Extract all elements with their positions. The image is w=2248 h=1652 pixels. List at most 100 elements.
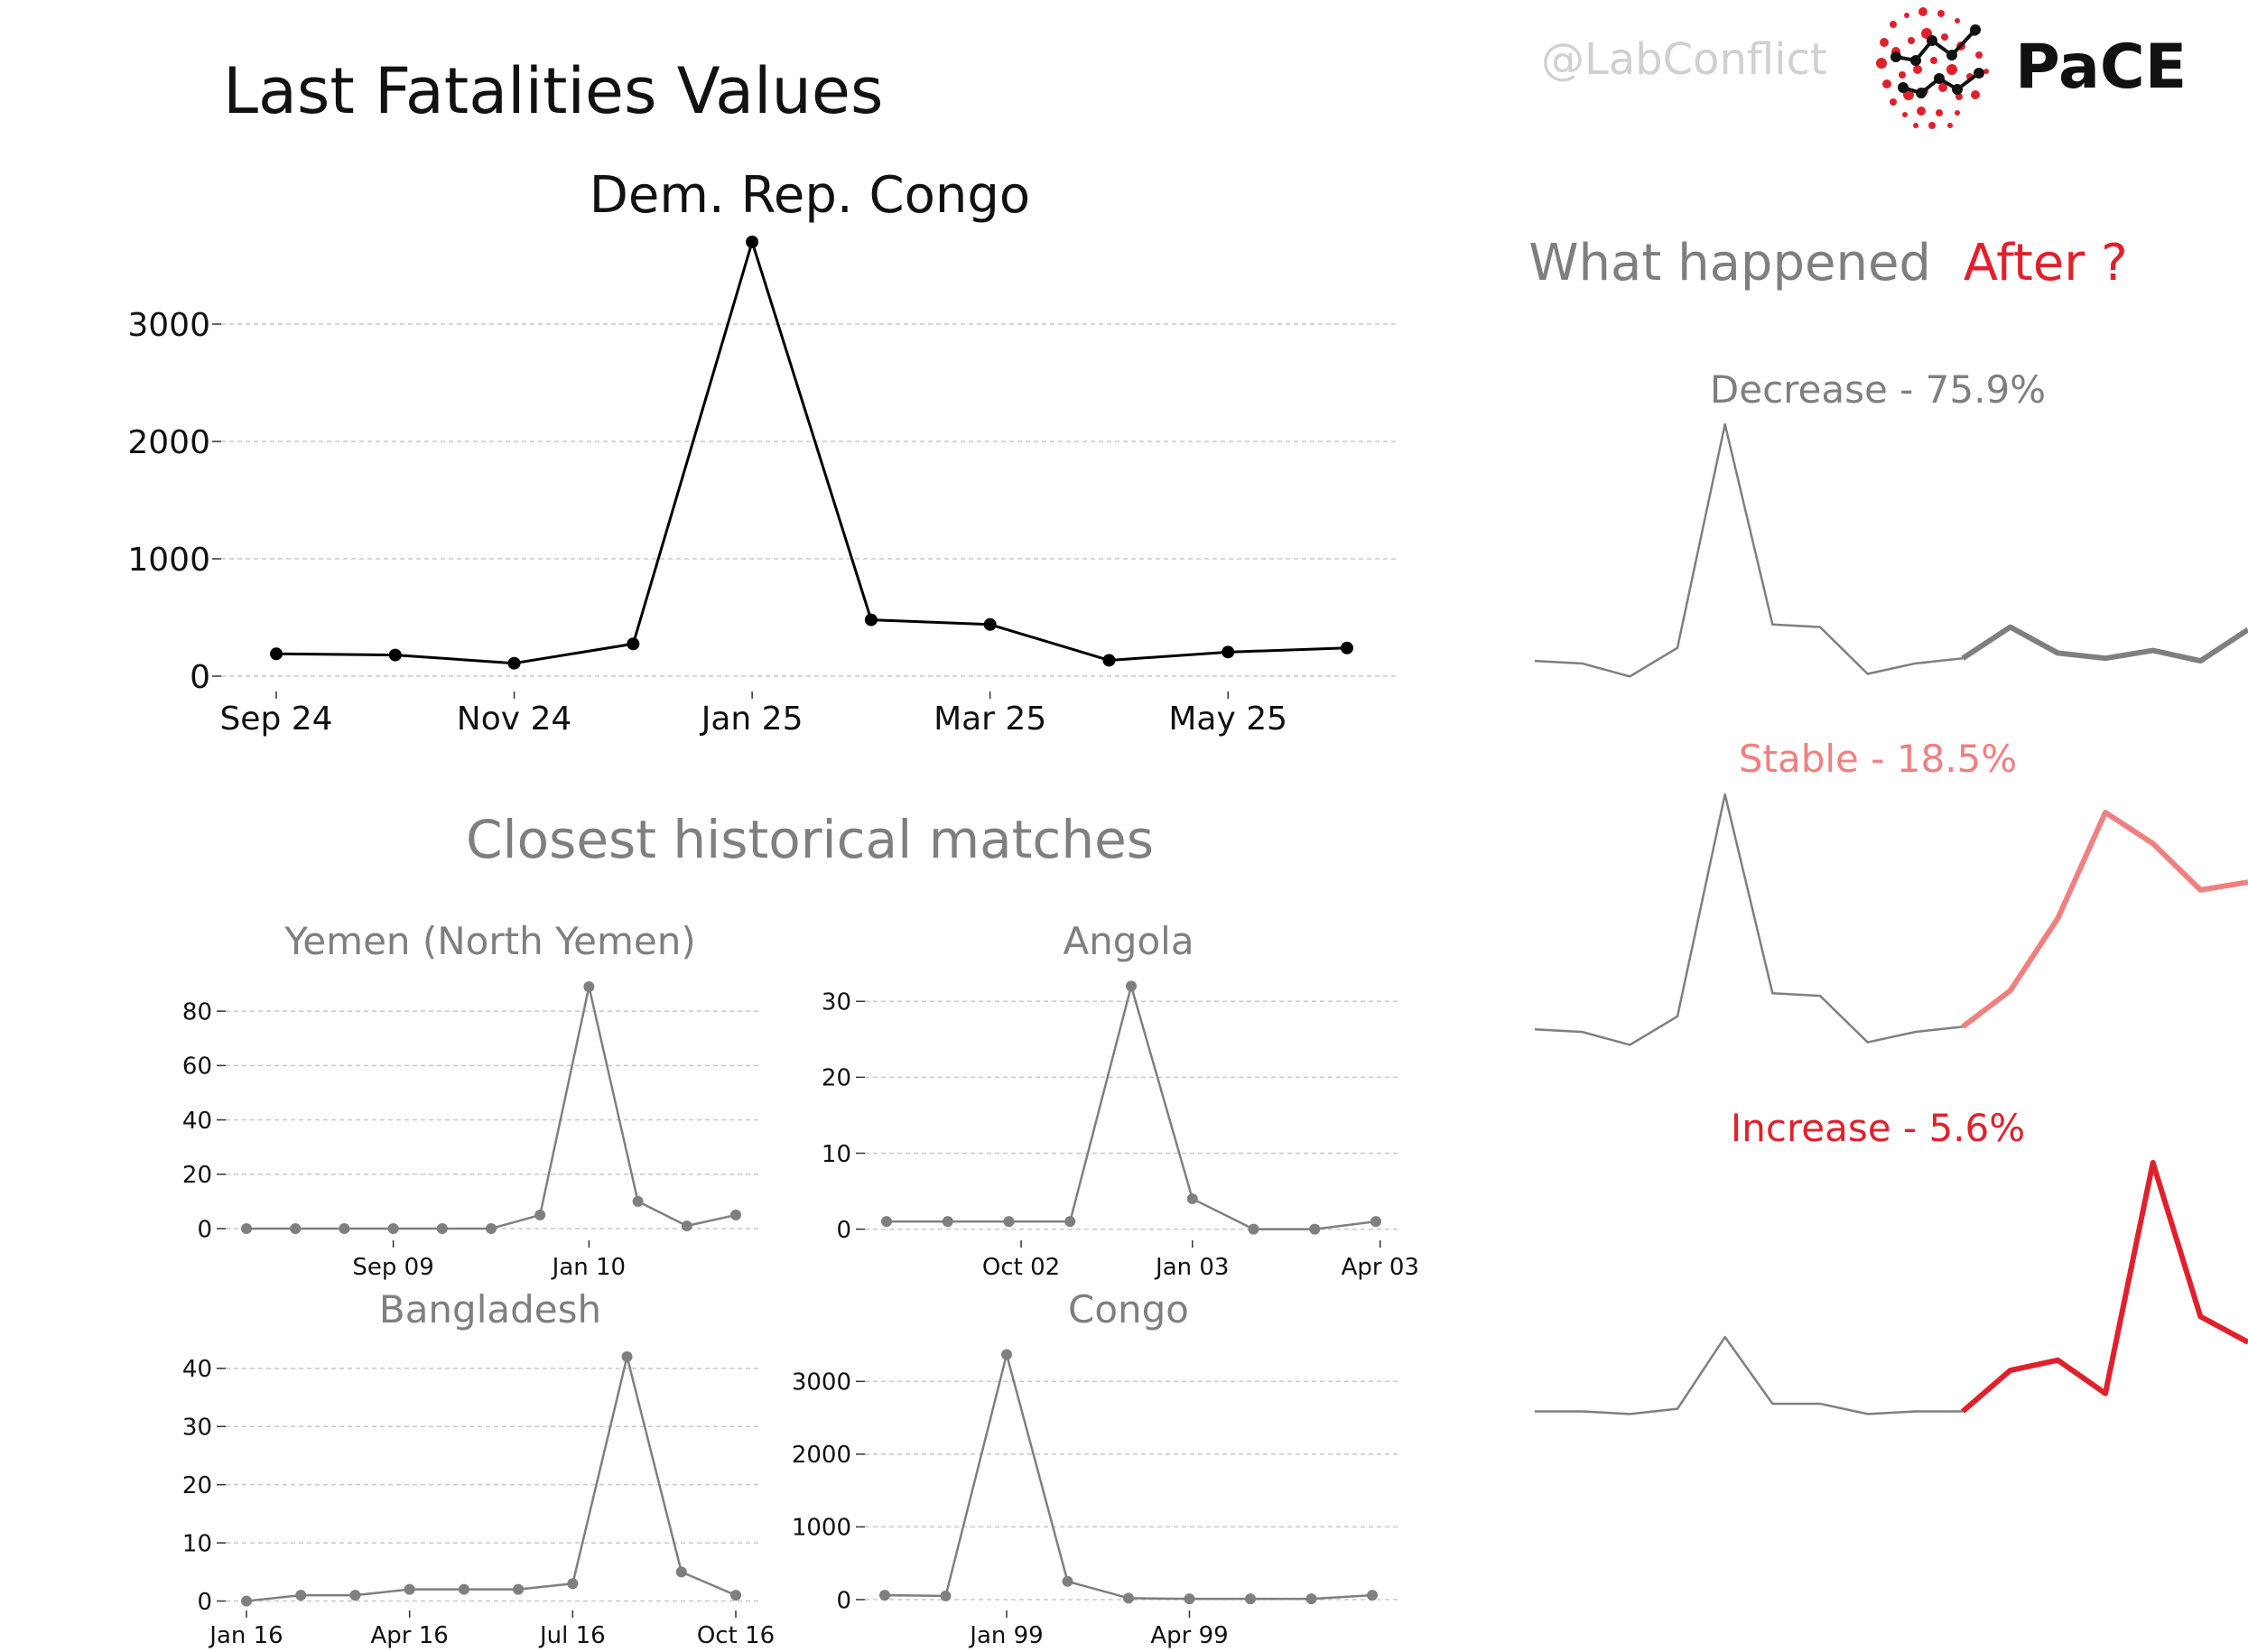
after-question-prefix: What happened: [1528, 234, 1931, 292]
logo-dot: [1955, 110, 1960, 116]
bangladesh-xtick-label: Jul 16: [538, 1622, 606, 1649]
logo-node: [1952, 84, 1963, 95]
congo-ytick-label: 1000: [792, 1515, 851, 1542]
angola-data-point: [1309, 1223, 1321, 1235]
yemen-ytick-label: 40: [182, 1108, 212, 1135]
main-data-point: [270, 647, 283, 661]
logo-node: [1934, 73, 1945, 84]
logo-node: [1890, 51, 1901, 62]
bangladesh-ytick-label: 0: [197, 1589, 212, 1616]
yemen-ytick-label: 60: [182, 1053, 212, 1081]
pace-logo-text: PaCE: [2015, 32, 2187, 103]
after-question-emphasis: After ?: [1964, 234, 2128, 292]
scenario-chart-stable: Stable - 18.5%: [1534, 737, 2248, 1046]
main-data-point: [864, 613, 878, 626]
bangladesh-data-point: [295, 1590, 307, 1601]
bangladesh-data-point: [621, 1350, 633, 1362]
bangladesh-data-point: [349, 1590, 361, 1601]
logo-line-upper: [1895, 28, 1977, 63]
logo-dot: [1947, 123, 1953, 128]
yemen-data-point: [339, 1222, 350, 1234]
yemen-data-point: [486, 1222, 497, 1234]
angola-data-point: [1248, 1223, 1259, 1235]
main-data-point: [983, 617, 997, 631]
bangladesh-xtick-label: Apr 16: [371, 1622, 449, 1649]
main-xtick-label: Jan 25: [700, 701, 804, 738]
main-xtick-label: May 25: [1168, 701, 1287, 738]
matches-section-title: Closest historical matches: [466, 809, 1154, 870]
match-chart-congo: Congo 0 1000 2000 3000 Jan 99 Apr 99: [792, 1287, 1398, 1649]
angola-data-point: [1126, 980, 1137, 992]
logo-dot: [1955, 18, 1960, 23]
angola-xtick-label: Apr 03: [1342, 1254, 1419, 1281]
logo-dot: [1983, 69, 1989, 74]
bangladesh-data-point: [241, 1595, 252, 1607]
angola-data-point: [1064, 1216, 1076, 1228]
main-xtick-label: Nov 24: [457, 701, 572, 738]
decrease-scenario-title: Decrease - 75.9%: [1710, 367, 2046, 412]
logo-dot: [1917, 107, 1926, 116]
congo-data-point: [1245, 1593, 1256, 1605]
main-data-point: [746, 236, 759, 248]
yemen-data-point: [681, 1220, 692, 1231]
main-data-point: [507, 656, 521, 670]
logo-node: [1970, 24, 1981, 35]
angola-data-point: [1370, 1216, 1381, 1228]
angola-chart-title: Angola: [1063, 919, 1194, 963]
yemen-xtick-label: Jan 10: [551, 1254, 626, 1281]
congo-ytick-label: 3000: [792, 1369, 851, 1397]
logo-dot: [1880, 38, 1889, 47]
logo-dot: [1946, 64, 1957, 75]
bangladesh-xtick-label: Jan 16: [208, 1622, 283, 1649]
congo-data-point: [1367, 1590, 1378, 1601]
logo-dot: [1936, 109, 1943, 116]
angola-series-line: [887, 985, 1377, 1230]
logo-dot: [1913, 123, 1918, 128]
yemen-data-point: [241, 1222, 252, 1234]
congo-data-point: [1184, 1593, 1195, 1605]
bangladesh-series-line: [246, 1355, 737, 1602]
bangladesh-ytick-label: 30: [182, 1415, 212, 1442]
bangladesh-data-point: [404, 1583, 415, 1595]
congo-data-point: [1001, 1349, 1012, 1360]
angola-data-point: [942, 1216, 953, 1228]
logo-node: [1927, 35, 1937, 46]
increase-future-line: [1961, 1160, 2248, 1414]
angola-ytick-label: 20: [822, 1065, 851, 1092]
bangladesh-xtick-label: Oct 16: [697, 1622, 775, 1649]
stable-history-line: [1534, 793, 1964, 1046]
main-ytick-label: 0: [190, 659, 210, 696]
twitter-handle: @LabConflict: [1541, 34, 1827, 85]
main-data-point: [1102, 654, 1116, 667]
increase-scenario-title: Increase - 5.6%: [1731, 1106, 2025, 1150]
angola-data-point: [881, 1216, 892, 1228]
angola-ytick-label: 30: [822, 989, 851, 1016]
angola-ytick-label: 0: [836, 1217, 851, 1244]
main-data-point: [1341, 641, 1353, 654]
yemen-data-point: [290, 1222, 302, 1234]
bangladesh-data-point: [513, 1583, 525, 1595]
angola-ytick-label: 10: [822, 1141, 851, 1168]
main-xtick-label: Mar 25: [934, 701, 1046, 738]
main-ytick-label: 3000: [127, 307, 210, 344]
logo-dot: [1930, 57, 1937, 64]
main-xtick-label: Sep 24: [219, 701, 332, 738]
yemen-data-point: [730, 1209, 741, 1220]
logo-dot: [1941, 33, 1948, 41]
main-fatalities-chart: Dem. Rep. Congo 0 1000 2000 3000 Sep 24 Nov 24…: [127, 166, 1398, 738]
congo-xtick-label: Apr 99: [1150, 1622, 1228, 1649]
yemen-ytick-label: 0: [197, 1216, 212, 1243]
logo-dot: [1890, 21, 1897, 28]
decrease-history-line: [1534, 422, 1964, 678]
yemen-data-point: [436, 1222, 448, 1234]
logo-dot: [1902, 112, 1908, 117]
yemen-data-point: [534, 1209, 546, 1220]
main-ytick-label: 2000: [127, 424, 210, 461]
congo-ytick-label: 0: [836, 1587, 851, 1614]
congo-data-point: [1123, 1592, 1134, 1604]
increase-history-line: [1535, 1335, 1963, 1415]
logo-node: [1910, 55, 1921, 66]
logo-dot: [1938, 83, 1947, 92]
logo-dot: [1913, 65, 1922, 74]
logo-dot: [1890, 98, 1897, 106]
